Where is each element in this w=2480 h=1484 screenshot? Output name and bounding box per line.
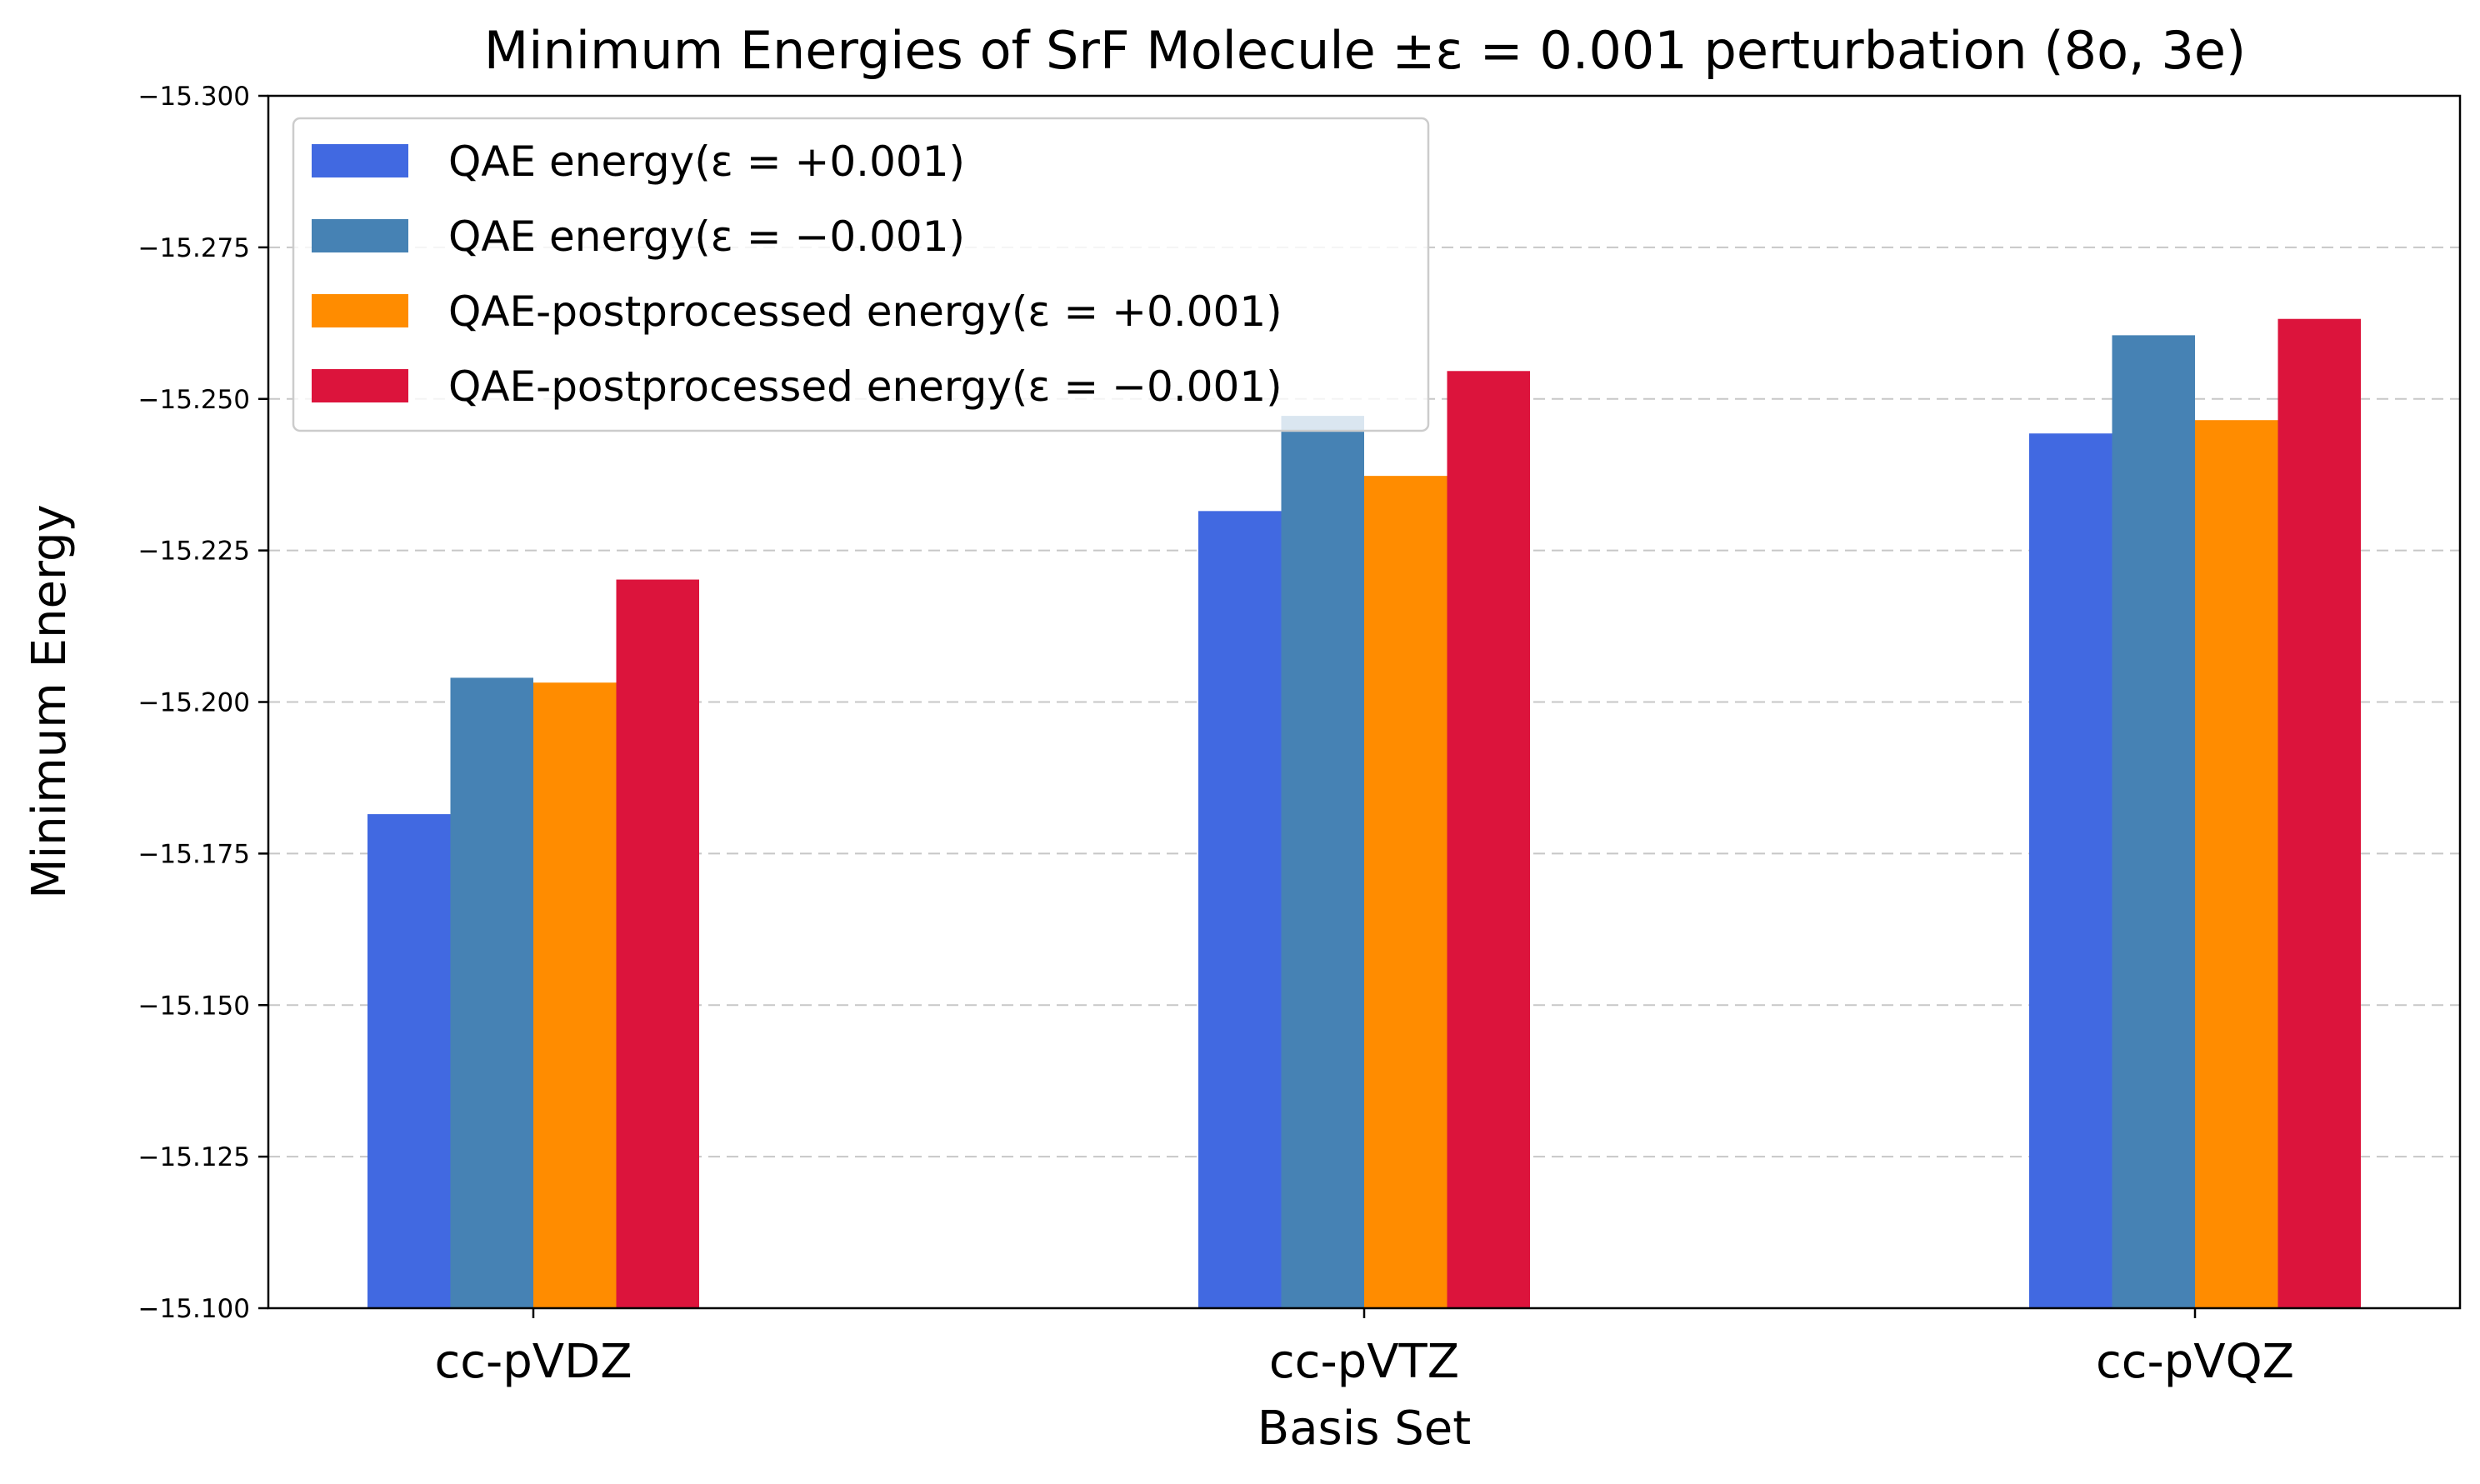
legend-label: QAE-postprocessed energy(ε = −0.001) bbox=[448, 362, 1282, 411]
bar-cc-pVTZ-series-3 bbox=[1364, 476, 1448, 1308]
y-tick-label: −15.300 bbox=[138, 82, 250, 112]
legend-label: QAE energy(ε = +0.001) bbox=[448, 137, 965, 186]
legend-frame bbox=[292, 117, 1430, 432]
bar-cc-pVQZ-series-3 bbox=[2195, 420, 2278, 1308]
legend-swatch bbox=[312, 369, 408, 402]
x-tick-label: cc-pVDZ bbox=[434, 1335, 632, 1389]
y-tick-label: −15.200 bbox=[138, 688, 250, 718]
y-tick-label: −15.175 bbox=[138, 839, 250, 869]
y-tick-label: −15.100 bbox=[138, 1294, 250, 1324]
legend-swatch bbox=[312, 144, 408, 177]
legend-swatch bbox=[312, 294, 408, 327]
y-tick-label: −15.225 bbox=[138, 537, 250, 567]
bar-cc-pVDZ-series-2 bbox=[450, 677, 533, 1308]
bar-cc-pVDZ-series-1 bbox=[368, 814, 451, 1308]
y-tick-label: −15.275 bbox=[138, 233, 250, 263]
bars bbox=[368, 318, 2361, 1309]
x-tick-label: cc-pVTZ bbox=[1269, 1335, 1459, 1389]
x-axis-label: Basis Set bbox=[1258, 1402, 1471, 1456]
bar-cc-pVQZ-series-1 bbox=[2029, 433, 2112, 1308]
y-axis-ticks: −15.300 −15.275 −15.250 −15.225 −15.200 −15.1… bbox=[138, 82, 268, 1324]
bar-cc-pVDZ-series-4 bbox=[616, 579, 699, 1308]
y-tick-label: −15.150 bbox=[138, 991, 250, 1021]
y-tick-label: −15.125 bbox=[138, 1142, 250, 1172]
legend-swatch bbox=[312, 219, 408, 252]
legend: QAE energy(ε = +0.001) QAE energy(ε = −0.… bbox=[292, 117, 1430, 432]
y-tick-label: −15.250 bbox=[138, 385, 250, 415]
legend-label: QAE-postprocessed energy(ε = +0.001) bbox=[448, 287, 1282, 336]
bar-cc-pVTZ-series-2 bbox=[1281, 416, 1364, 1308]
chart-title: Minimum Energies of SrF Molecule ±ε = 0.… bbox=[484, 20, 2246, 81]
bar-cc-pVDZ-series-3 bbox=[533, 682, 617, 1308]
x-axis-ticks: cc-pVDZ cc-pVTZ cc-pVQZ bbox=[434, 1308, 2294, 1389]
bar-cc-pVQZ-series-4 bbox=[2278, 318, 2361, 1309]
y-axis-label: Minimum Energy bbox=[22, 504, 77, 898]
bar-cc-pVQZ-series-2 bbox=[2112, 335, 2195, 1308]
legend-label: QAE energy(ε = −0.001) bbox=[448, 212, 965, 261]
bar-cc-pVTZ-series-1 bbox=[1198, 511, 1282, 1308]
x-tick-label: cc-pVQZ bbox=[2096, 1335, 2294, 1389]
bar-cc-pVTZ-series-4 bbox=[1447, 371, 1530, 1308]
